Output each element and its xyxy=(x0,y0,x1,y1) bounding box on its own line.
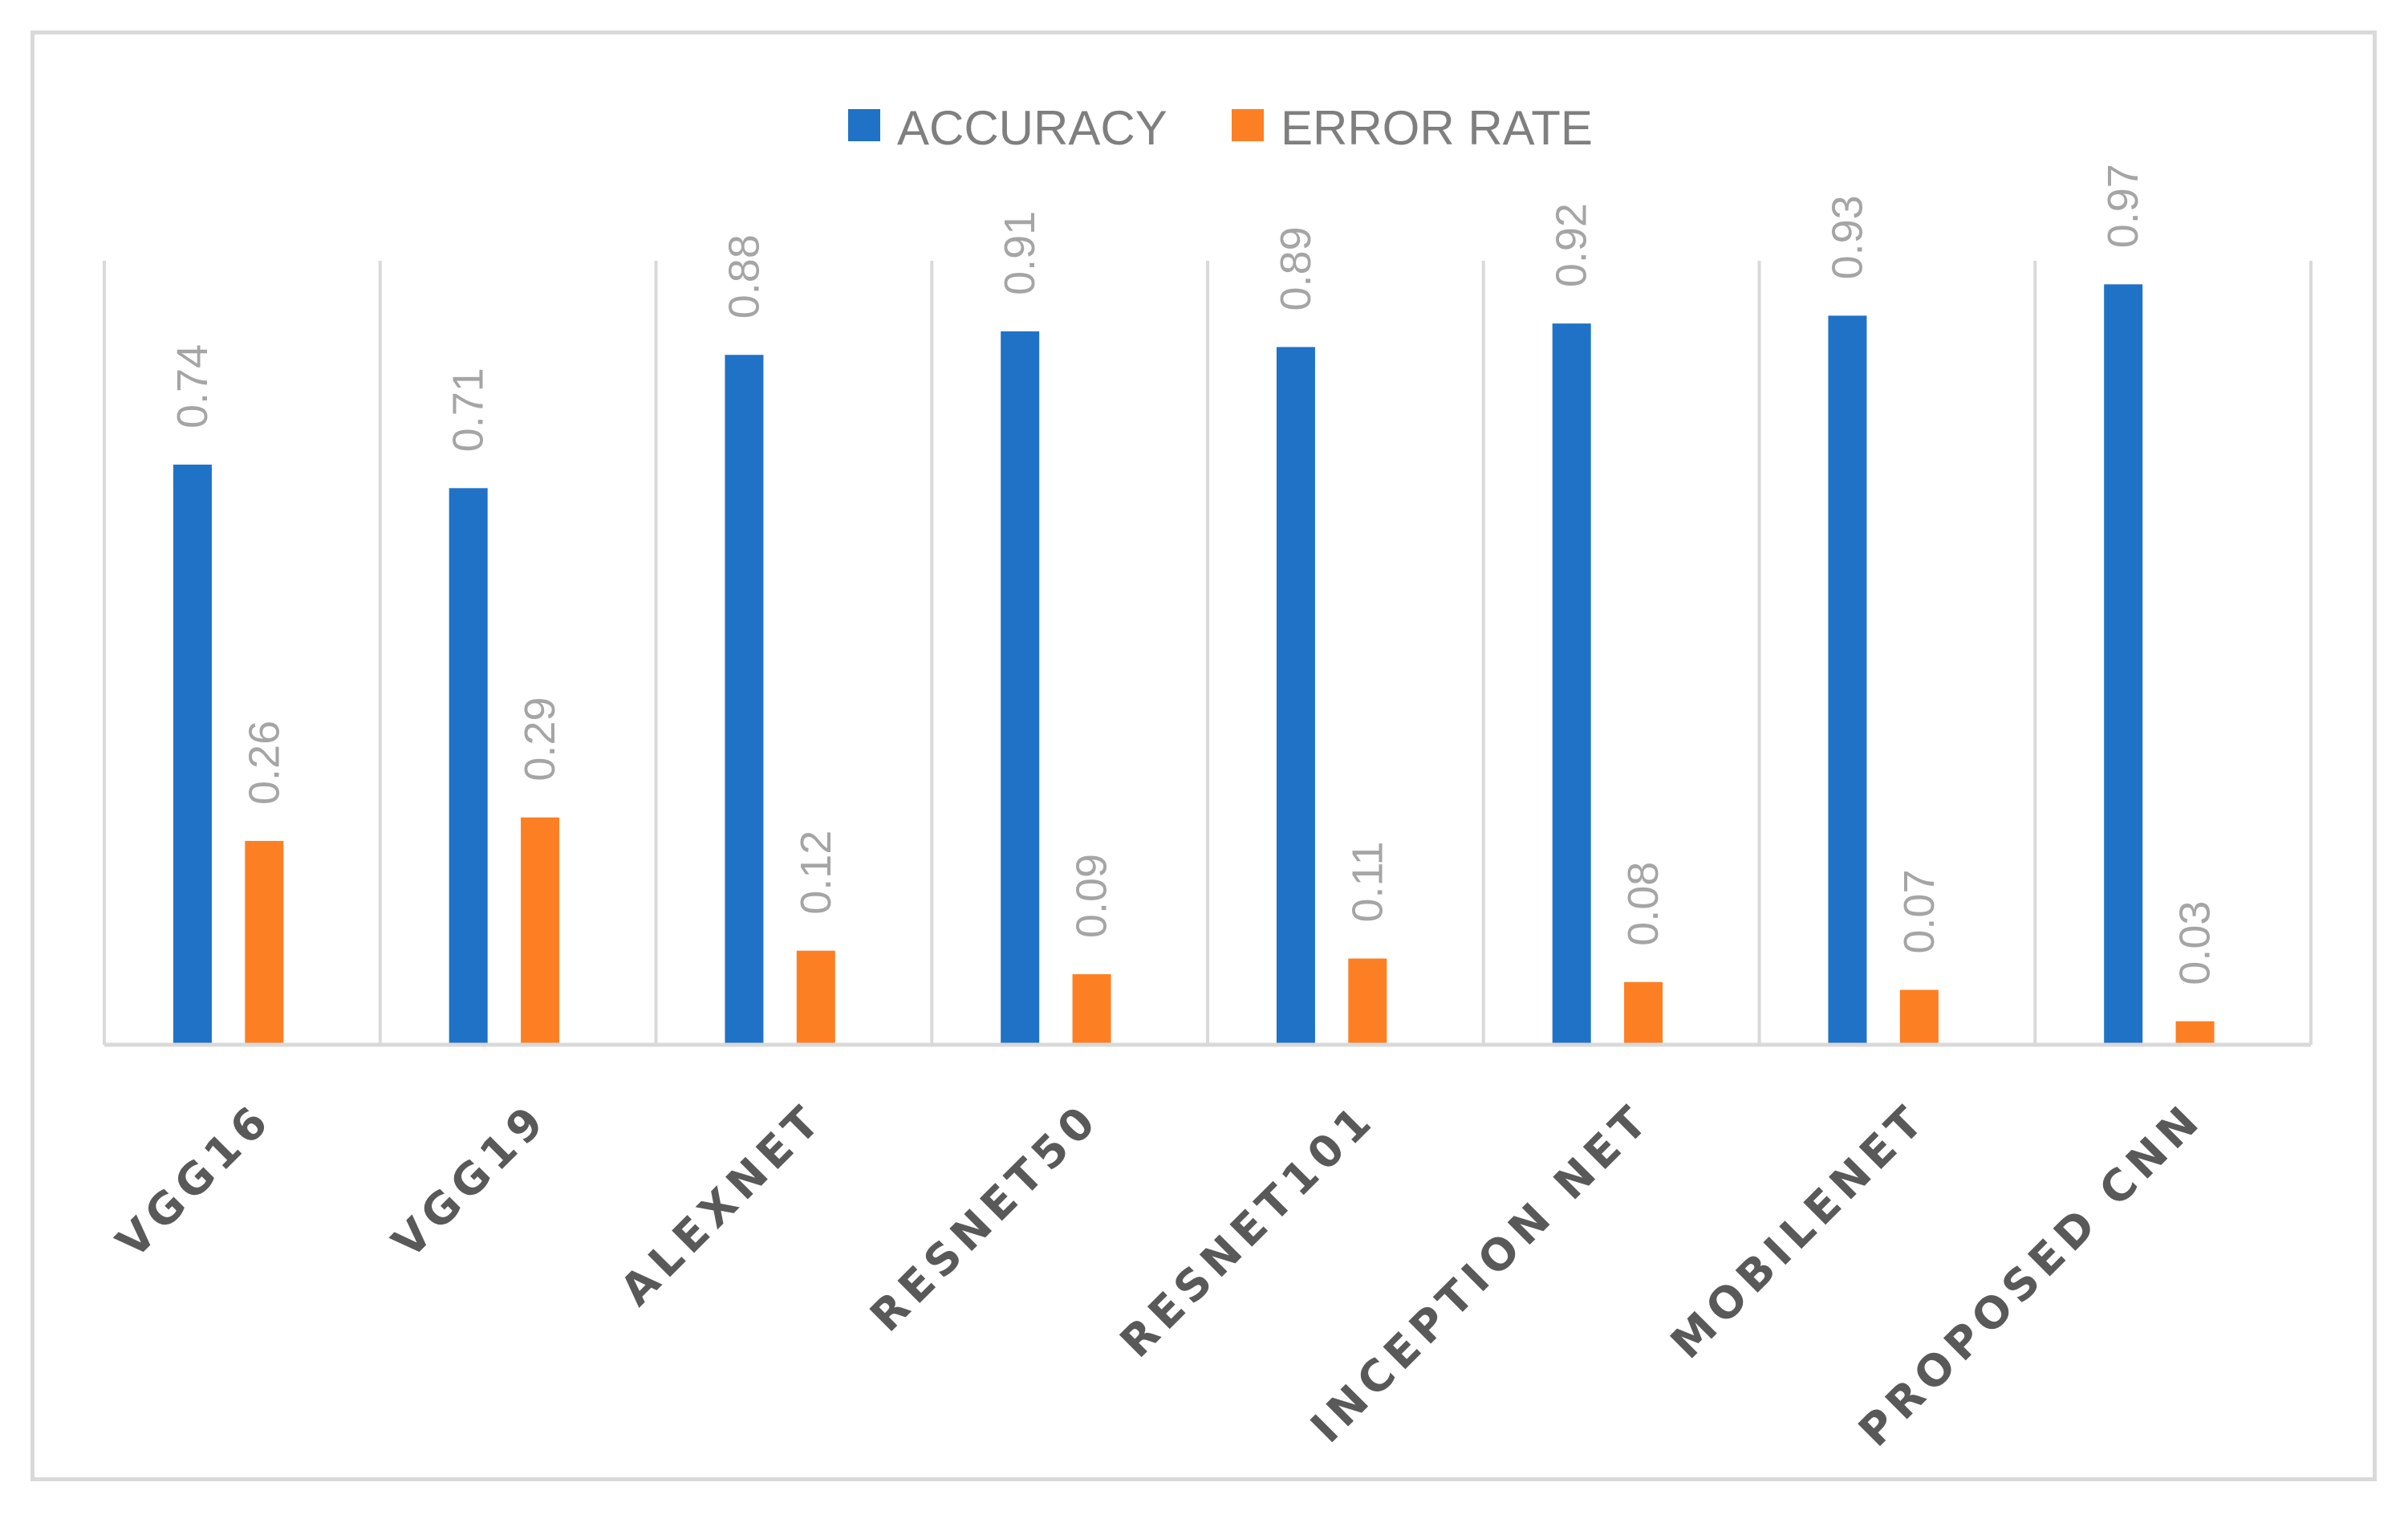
bar-accuracy xyxy=(2104,284,2143,1045)
legend-swatch-error-rate xyxy=(1232,109,1264,141)
bar-accuracy xyxy=(449,488,488,1045)
bar-accuracy xyxy=(1001,331,1040,1045)
bar-accuracy xyxy=(725,355,764,1045)
data-label-accuracy: 0.91 xyxy=(996,211,1044,295)
legend-label-error-rate: ERROR RATE xyxy=(1281,101,1593,155)
data-label-error-rate: 0.08 xyxy=(1619,862,1667,946)
category-label: MOBILENET xyxy=(1661,1093,1937,1369)
bar-error-rate xyxy=(1072,974,1111,1045)
bar-accuracy xyxy=(1276,347,1315,1046)
chart-frame xyxy=(30,30,2377,1481)
data-label-error-rate: 0.29 xyxy=(516,697,564,782)
bar-accuracy xyxy=(173,465,212,1045)
data-label-error-rate: 0.03 xyxy=(2171,901,2219,985)
category-labels: VGG16 VGG19 ALEXNET RESNET50 RESNET101INCEPT… xyxy=(107,1093,2212,1456)
data-label-error-rate: 0.12 xyxy=(792,831,840,915)
data-label-accuracy: 0.97 xyxy=(2099,164,2147,248)
bar-error-rate xyxy=(796,950,835,1045)
category-label: VGG19 xyxy=(383,1093,558,1268)
data-label-error-rate: 0.26 xyxy=(240,721,288,805)
category-label: RESNET101 xyxy=(1111,1093,1385,1367)
data-label-accuracy: 0.93 xyxy=(1823,195,1871,279)
bar-error-rate xyxy=(1348,958,1387,1045)
category-label: RESNET50 xyxy=(860,1093,1109,1342)
bar-error-rate xyxy=(245,840,284,1045)
legend-swatch-accuracy xyxy=(848,109,880,141)
category-separators xyxy=(103,261,2313,1045)
data-label-accuracy: 0.71 xyxy=(445,368,493,452)
data-label-accuracy: 0.74 xyxy=(169,344,217,429)
legend: ACCURACY ERROR RATE xyxy=(848,101,1593,155)
bar-error-rate xyxy=(521,817,560,1045)
data-label-error-rate: 0.07 xyxy=(1895,870,1943,954)
bar-accuracy xyxy=(1828,315,1867,1045)
category-label: ALEXNET xyxy=(611,1093,834,1316)
data-label-accuracy: 0.92 xyxy=(1548,203,1596,287)
bar-error-rate xyxy=(1624,981,1663,1045)
data-label-accuracy: 0.88 xyxy=(720,234,768,319)
data-label-error-rate: 0.11 xyxy=(1343,841,1391,922)
data-label-accuracy: 0.89 xyxy=(1272,226,1320,311)
data-labels: 0.74 0.26 0.71 0.29 0.88 0.12 0.91 0.09 0.89 0.11… xyxy=(169,164,2219,985)
bar-error-rate xyxy=(2175,1021,2215,1045)
bar-error-rate xyxy=(1899,989,1939,1045)
bars xyxy=(173,284,2215,1046)
bar-accuracy xyxy=(1552,323,1591,1045)
category-label: VGG16 xyxy=(107,1093,282,1268)
data-label-error-rate: 0.09 xyxy=(1068,854,1116,938)
legend-label-accuracy: ACCURACY xyxy=(897,101,1167,155)
